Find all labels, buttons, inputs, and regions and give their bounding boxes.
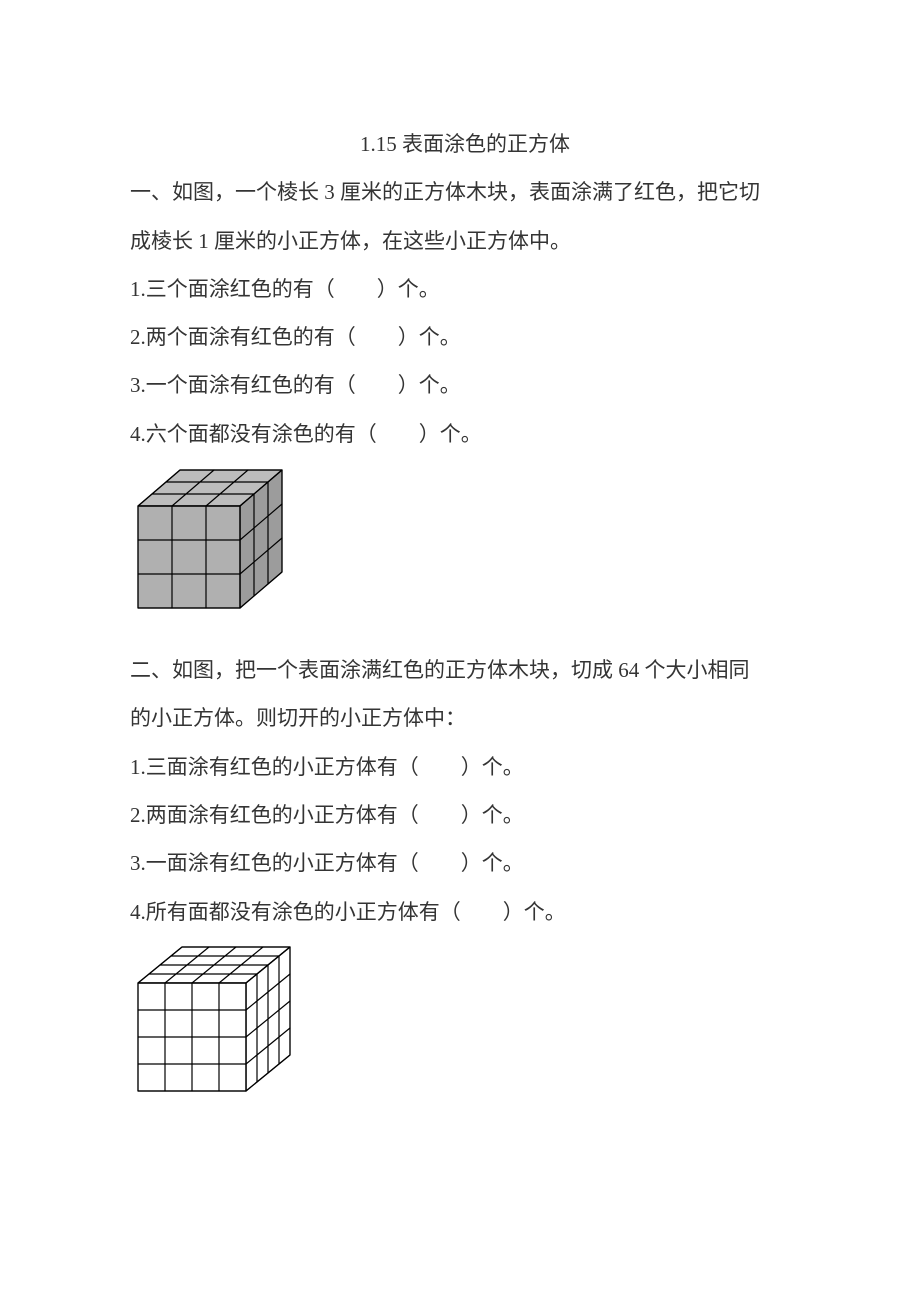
s2-intro-a: 二、如图，把一个表面涂满红色的正方体木块，切成 64 个大小相同 — [130, 646, 800, 694]
s2-q2: 2.两面涂有红色的小正方体有（ ）个。 — [130, 791, 800, 839]
s1-q1: 1.三个面涂红色的有（ ）个。 — [130, 265, 800, 313]
s2-cube-figure — [130, 944, 800, 1099]
page-title: 1.15 表面涂色的正方体 — [130, 120, 800, 168]
s1-q3: 3.一个面涂有红色的有（ ）个。 — [130, 361, 800, 409]
s1-cube-figure — [130, 466, 800, 616]
s2-intro-b: 的小正方体。则切开的小正方体中： — [130, 694, 800, 742]
s2-q4: 4.所有面都没有涂色的小正方体有（ ）个。 — [130, 888, 800, 936]
s1-intro-b: 成棱长 1 厘米的小正方体，在这些小正方体中。 — [130, 217, 800, 265]
s2-q1: 1.三面涂有红色的小正方体有（ ）个。 — [130, 743, 800, 791]
s1-q2: 2.两个面涂有红色的有（ ）个。 — [130, 313, 800, 361]
s2-q3: 3.一面涂有红色的小正方体有（ ）个。 — [130, 839, 800, 887]
cube-3x3-icon — [130, 466, 300, 616]
cube-4x4-icon — [130, 944, 300, 1099]
s1-q4: 4.六个面都没有涂色的有（ ）个。 — [130, 410, 800, 458]
s1-intro-a: 一、如图，一个棱长 3 厘米的正方体木块，表面涂满了红色，把它切 — [130, 168, 800, 216]
